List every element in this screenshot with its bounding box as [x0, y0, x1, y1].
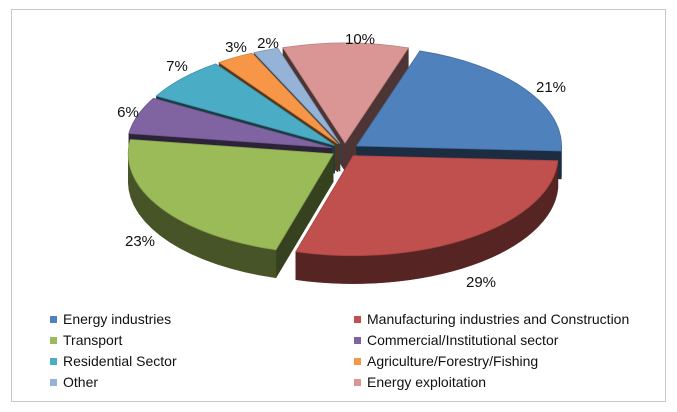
data-label-1: 29%: [466, 274, 496, 291]
legend-label: Energy industries: [63, 311, 172, 327]
legend-item-2: Transport: [50, 330, 122, 350]
data-label-6: 2%: [257, 35, 279, 52]
legend-swatch: [50, 357, 57, 365]
legend-item-6: Other: [50, 372, 98, 392]
legend-item-1: Manufacturing industries and Constructio…: [354, 309, 629, 329]
slice-top-1: [295, 155, 559, 257]
slice-top-5: [218, 52, 339, 145]
legend-label: Transport: [63, 332, 123, 348]
data-label-2: 23%: [125, 233, 155, 250]
legend-swatch: [50, 315, 57, 323]
slice-top-3: [128, 97, 332, 149]
slice-top-4: [155, 63, 335, 146]
slice-top-7: [282, 42, 410, 144]
legend-swatch: [354, 315, 361, 323]
data-label-0: 21%: [536, 79, 566, 96]
legend-label: Energy exploitation: [367, 374, 487, 390]
legend-item-3: Commercial/Institutional sector: [354, 330, 558, 350]
legend-label: Agriculture/Forestry/Fishing: [367, 353, 539, 369]
data-label-3: 6%: [117, 104, 139, 121]
legend-label: Manufacturing industries and Constructio…: [367, 311, 630, 327]
legend-swatch: [354, 357, 361, 365]
slice-top-2: [127, 139, 334, 251]
data-label-7: 10%: [345, 31, 375, 48]
slice-top-0: [355, 50, 562, 152]
legend-swatch: [50, 336, 57, 344]
pie-chart: 21% 29% 23% 6% 7% 3% 2% 10%: [117, 31, 566, 291]
legend-item-5: Agriculture/Forestry/Fishing: [354, 351, 538, 371]
legend-label: Commercial/Institutional sector: [367, 332, 559, 348]
data-label-5: 3%: [225, 39, 247, 56]
legend-label: Residential Sector: [63, 353, 177, 369]
legend-item-7: Energy exploitation: [354, 372, 486, 392]
legend-swatch: [354, 378, 361, 386]
legend-label: Other: [63, 374, 99, 390]
legend-swatch: [354, 336, 361, 344]
legend-item-0: Energy industries: [50, 309, 171, 329]
data-label-4: 7%: [166, 58, 188, 75]
legend-swatch: [50, 378, 57, 386]
slice-top-6: [253, 47, 341, 144]
legend-item-4: Residential Sector: [50, 351, 177, 371]
slice-2: [127, 139, 334, 279]
slice-1: [295, 154, 559, 284]
